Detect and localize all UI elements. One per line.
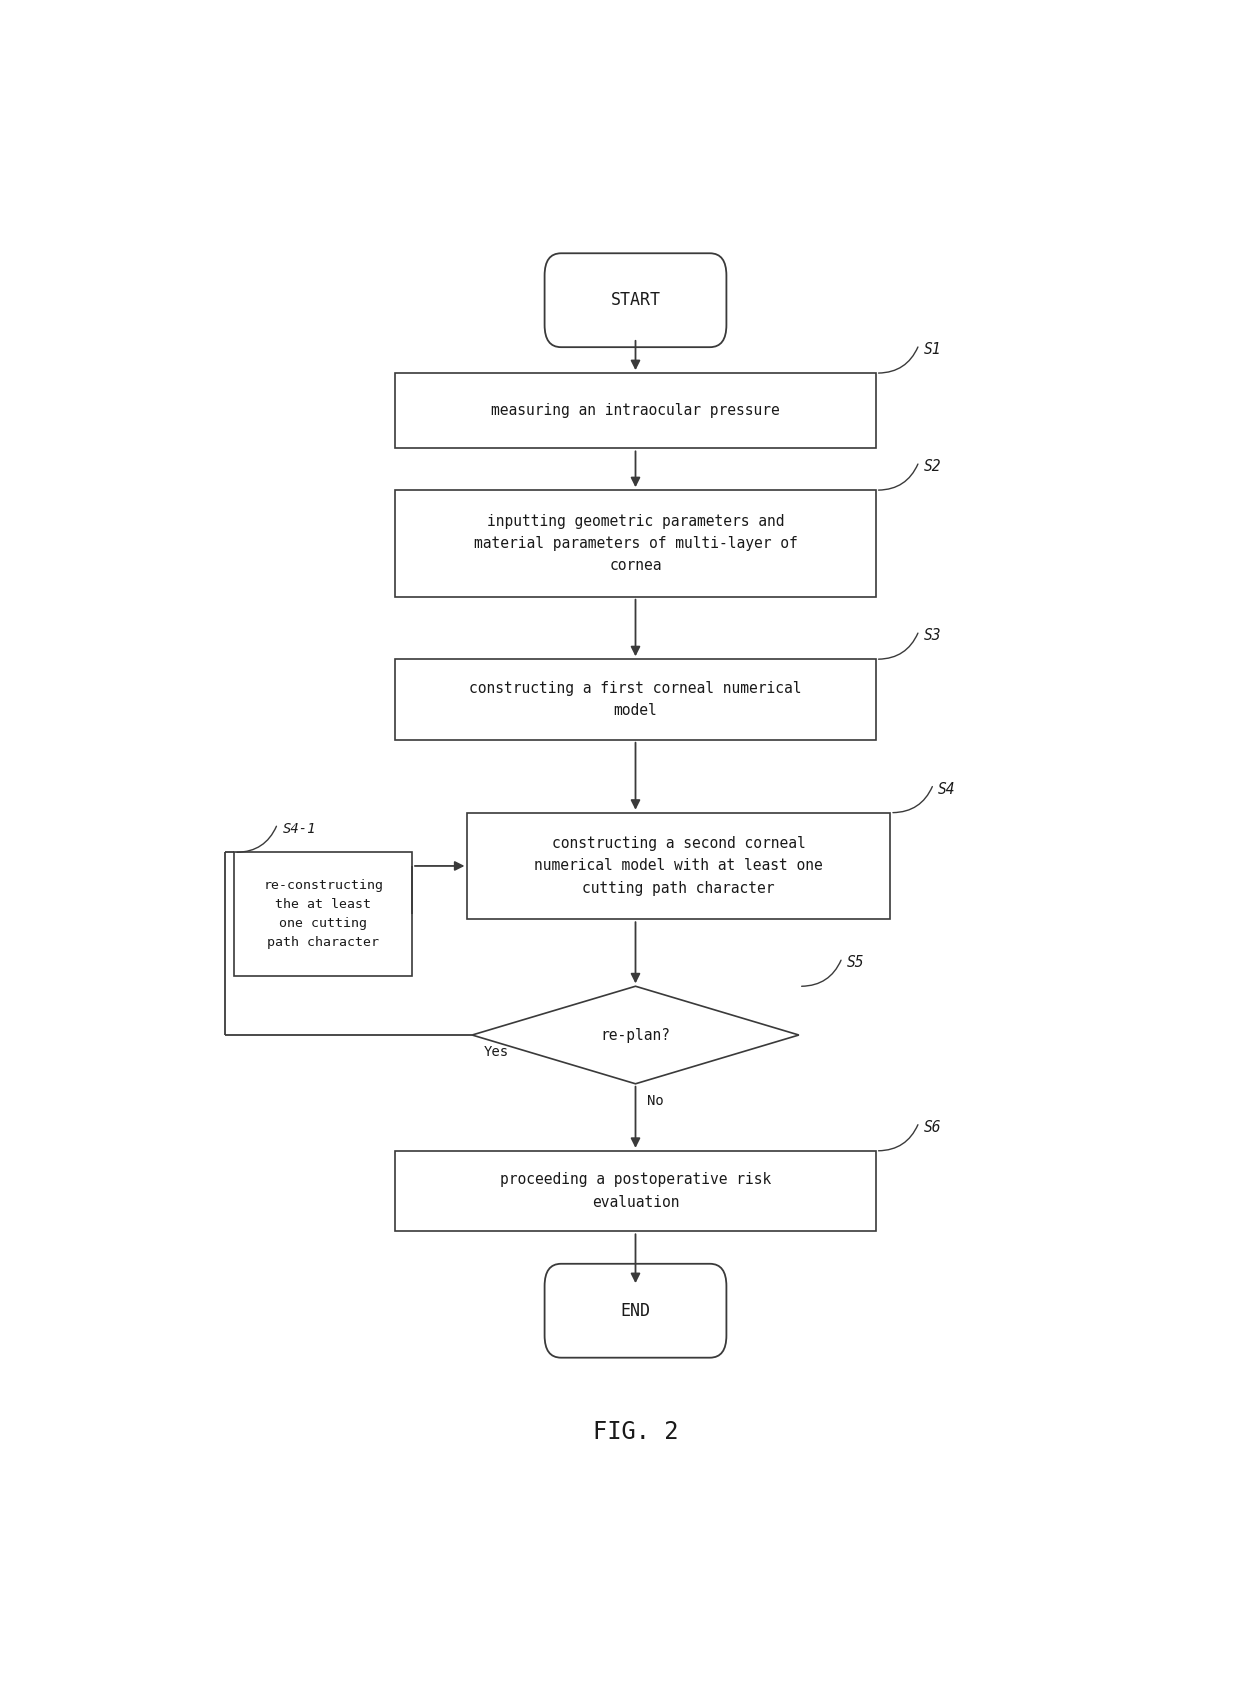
Polygon shape [467,812,890,919]
Text: S3: S3 [924,628,941,644]
Text: measuring an intraocular pressure: measuring an intraocular pressure [491,404,780,419]
Text: S5: S5 [847,956,864,971]
Text: re-plan?: re-plan? [600,1027,671,1042]
Text: inputting geometric parameters and
material parameters of multi-layer of
cornea: inputting geometric parameters and mater… [474,513,797,573]
Text: FIG. 2: FIG. 2 [593,1420,678,1444]
Text: S6: S6 [924,1120,941,1135]
Text: S4-1: S4-1 [283,823,316,836]
Polygon shape [396,490,875,596]
Text: S1: S1 [924,343,941,356]
Text: END: END [620,1302,651,1319]
Polygon shape [396,659,875,740]
Text: START: START [610,291,661,309]
Text: Yes: Yes [484,1045,508,1059]
Polygon shape [234,853,412,976]
Polygon shape [396,373,875,449]
Polygon shape [472,986,799,1084]
Text: S4: S4 [939,782,956,797]
Text: re-constructing
the at least
one cutting
path character: re-constructing the at least one cutting… [263,878,383,949]
Polygon shape [396,1150,875,1231]
FancyBboxPatch shape [544,1263,727,1358]
Text: constructing a second corneal
numerical model with at least one
cutting path cha: constructing a second corneal numerical … [534,836,823,895]
Text: constructing a first corneal numerical
model: constructing a first corneal numerical m… [469,681,802,718]
Text: proceeding a postoperative risk
evaluation: proceeding a postoperative risk evaluati… [500,1172,771,1209]
Text: S2: S2 [924,459,941,475]
Text: No: No [647,1094,663,1108]
FancyBboxPatch shape [544,253,727,348]
